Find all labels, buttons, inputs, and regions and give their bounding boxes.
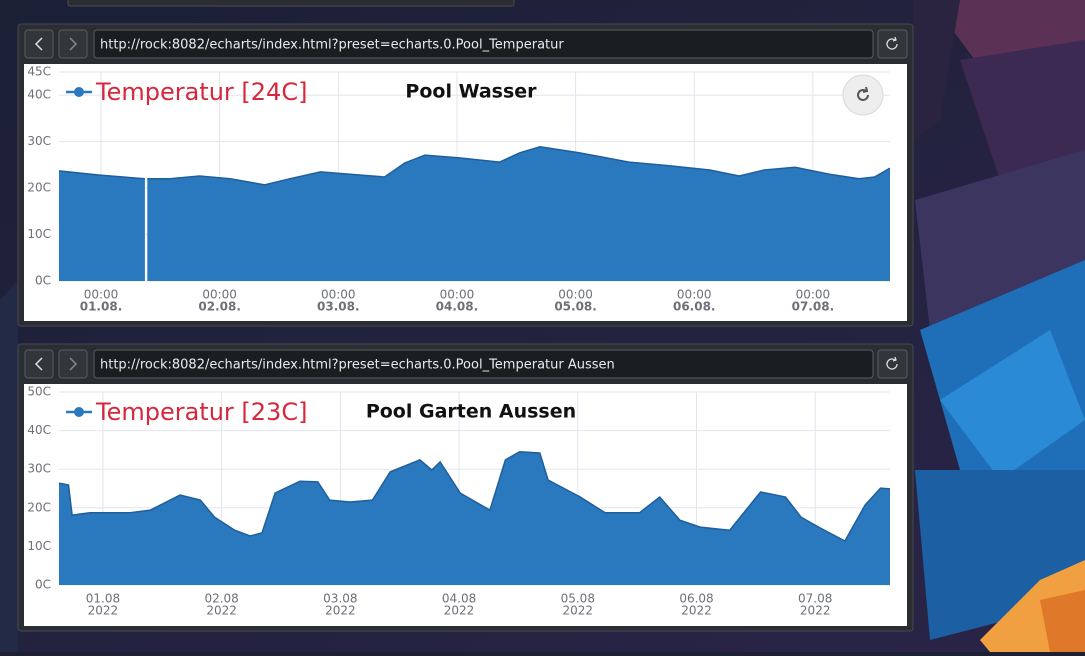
x-tick-label: 05.08 bbox=[561, 592, 595, 606]
refresh-circle[interactable] bbox=[842, 74, 884, 116]
y-tick-label: 10C bbox=[27, 539, 51, 553]
x-tick-label: 02.08 bbox=[204, 592, 238, 606]
legend-label: Temperatur [24C] bbox=[95, 78, 307, 106]
x-tick-label: 00:00 bbox=[202, 288, 237, 302]
y-tick-label: 20C bbox=[27, 181, 51, 195]
x-tick-label: 00:00 bbox=[677, 288, 712, 302]
url-text: http://rock:8082/echarts/index.html?pres… bbox=[100, 38, 564, 53]
legend-dot bbox=[74, 407, 84, 417]
y-tick-label: 30C bbox=[27, 134, 51, 148]
chart-title: Pool Garten Aussen bbox=[366, 401, 576, 423]
url-field[interactable] bbox=[93, 349, 874, 379]
forward-button[interactable] bbox=[58, 29, 88, 59]
x-tick-label: 04.08. bbox=[436, 300, 479, 314]
y-tick-label: 50C bbox=[27, 385, 51, 399]
x-tick-label: 2022 bbox=[800, 604, 831, 618]
x-tick-label: 04.08 bbox=[442, 592, 476, 606]
plots: 0C10C20C30C40C45C00:0001.08.00:0002.08.0… bbox=[27, 65, 891, 618]
y-tick-label: 30C bbox=[27, 462, 51, 476]
x-tick-label: 00:00 bbox=[558, 288, 593, 302]
x-tick-label: 01.08 bbox=[86, 592, 120, 606]
reload-button[interactable] bbox=[877, 349, 908, 379]
x-tick-label: 07.08 bbox=[798, 592, 832, 606]
reload-button[interactable] bbox=[877, 29, 908, 59]
x-tick-label: 2022 bbox=[325, 604, 356, 618]
chart-refresh-button[interactable] bbox=[842, 74, 884, 116]
url-field[interactable] bbox=[93, 29, 874, 59]
refresh-icon bbox=[857, 86, 869, 101]
x-tick-label: 2022 bbox=[563, 604, 594, 618]
x-tick-label: 00:00 bbox=[84, 288, 119, 302]
x-tick-label: 2022 bbox=[681, 604, 712, 618]
y-tick-label: 40C bbox=[27, 88, 51, 102]
x-tick-label: 06.08 bbox=[679, 592, 713, 606]
back-icon bbox=[34, 37, 43, 51]
forward-icon bbox=[69, 357, 78, 371]
x-tick-label: 03.08. bbox=[317, 300, 360, 314]
x-tick-label: 2022 bbox=[206, 604, 237, 618]
url-text: http://rock:8082/echarts/index.html?pres… bbox=[100, 358, 615, 373]
x-tick-label: 02.08. bbox=[198, 300, 241, 314]
legend-label: Temperatur [23C] bbox=[95, 398, 307, 426]
x-tick-label: 00:00 bbox=[796, 288, 831, 302]
back-icon bbox=[34, 357, 43, 371]
x-tick-label: 00:00 bbox=[440, 288, 475, 302]
x-tick-label: 01.08. bbox=[80, 300, 123, 314]
back-button[interactable] bbox=[24, 29, 54, 59]
legend-dot bbox=[74, 87, 84, 97]
x-tick-label: 2022 bbox=[88, 604, 119, 618]
x-tick-label: 2022 bbox=[444, 604, 475, 618]
y-tick-label: 0C bbox=[35, 578, 51, 592]
reload-icon bbox=[886, 36, 898, 50]
area-fill bbox=[59, 451, 890, 585]
x-tick-label: 03.08 bbox=[323, 592, 357, 606]
y-tick-label: 20C bbox=[27, 500, 51, 514]
forward-button[interactable] bbox=[58, 349, 88, 379]
chart-title: Pool Wasser bbox=[405, 81, 537, 103]
reload-icon bbox=[886, 356, 898, 370]
area-line bbox=[58, 146, 891, 186]
area-fill bbox=[59, 146, 890, 281]
area-line bbox=[58, 451, 891, 543]
y-tick-label: 0C bbox=[35, 274, 51, 288]
back-button[interactable] bbox=[24, 349, 54, 379]
x-tick-label: 05.08. bbox=[554, 300, 597, 314]
x-tick-label: 07.08. bbox=[792, 300, 835, 314]
forward-icon bbox=[69, 37, 78, 51]
y-tick-label: 40C bbox=[27, 423, 51, 437]
x-tick-label: 00:00 bbox=[321, 288, 356, 302]
x-tick-label: 06.08. bbox=[673, 300, 716, 314]
y-tick-label: 10C bbox=[27, 227, 51, 241]
y-tick-label: 45C bbox=[27, 65, 51, 79]
background-window bbox=[67, 0, 515, 7]
